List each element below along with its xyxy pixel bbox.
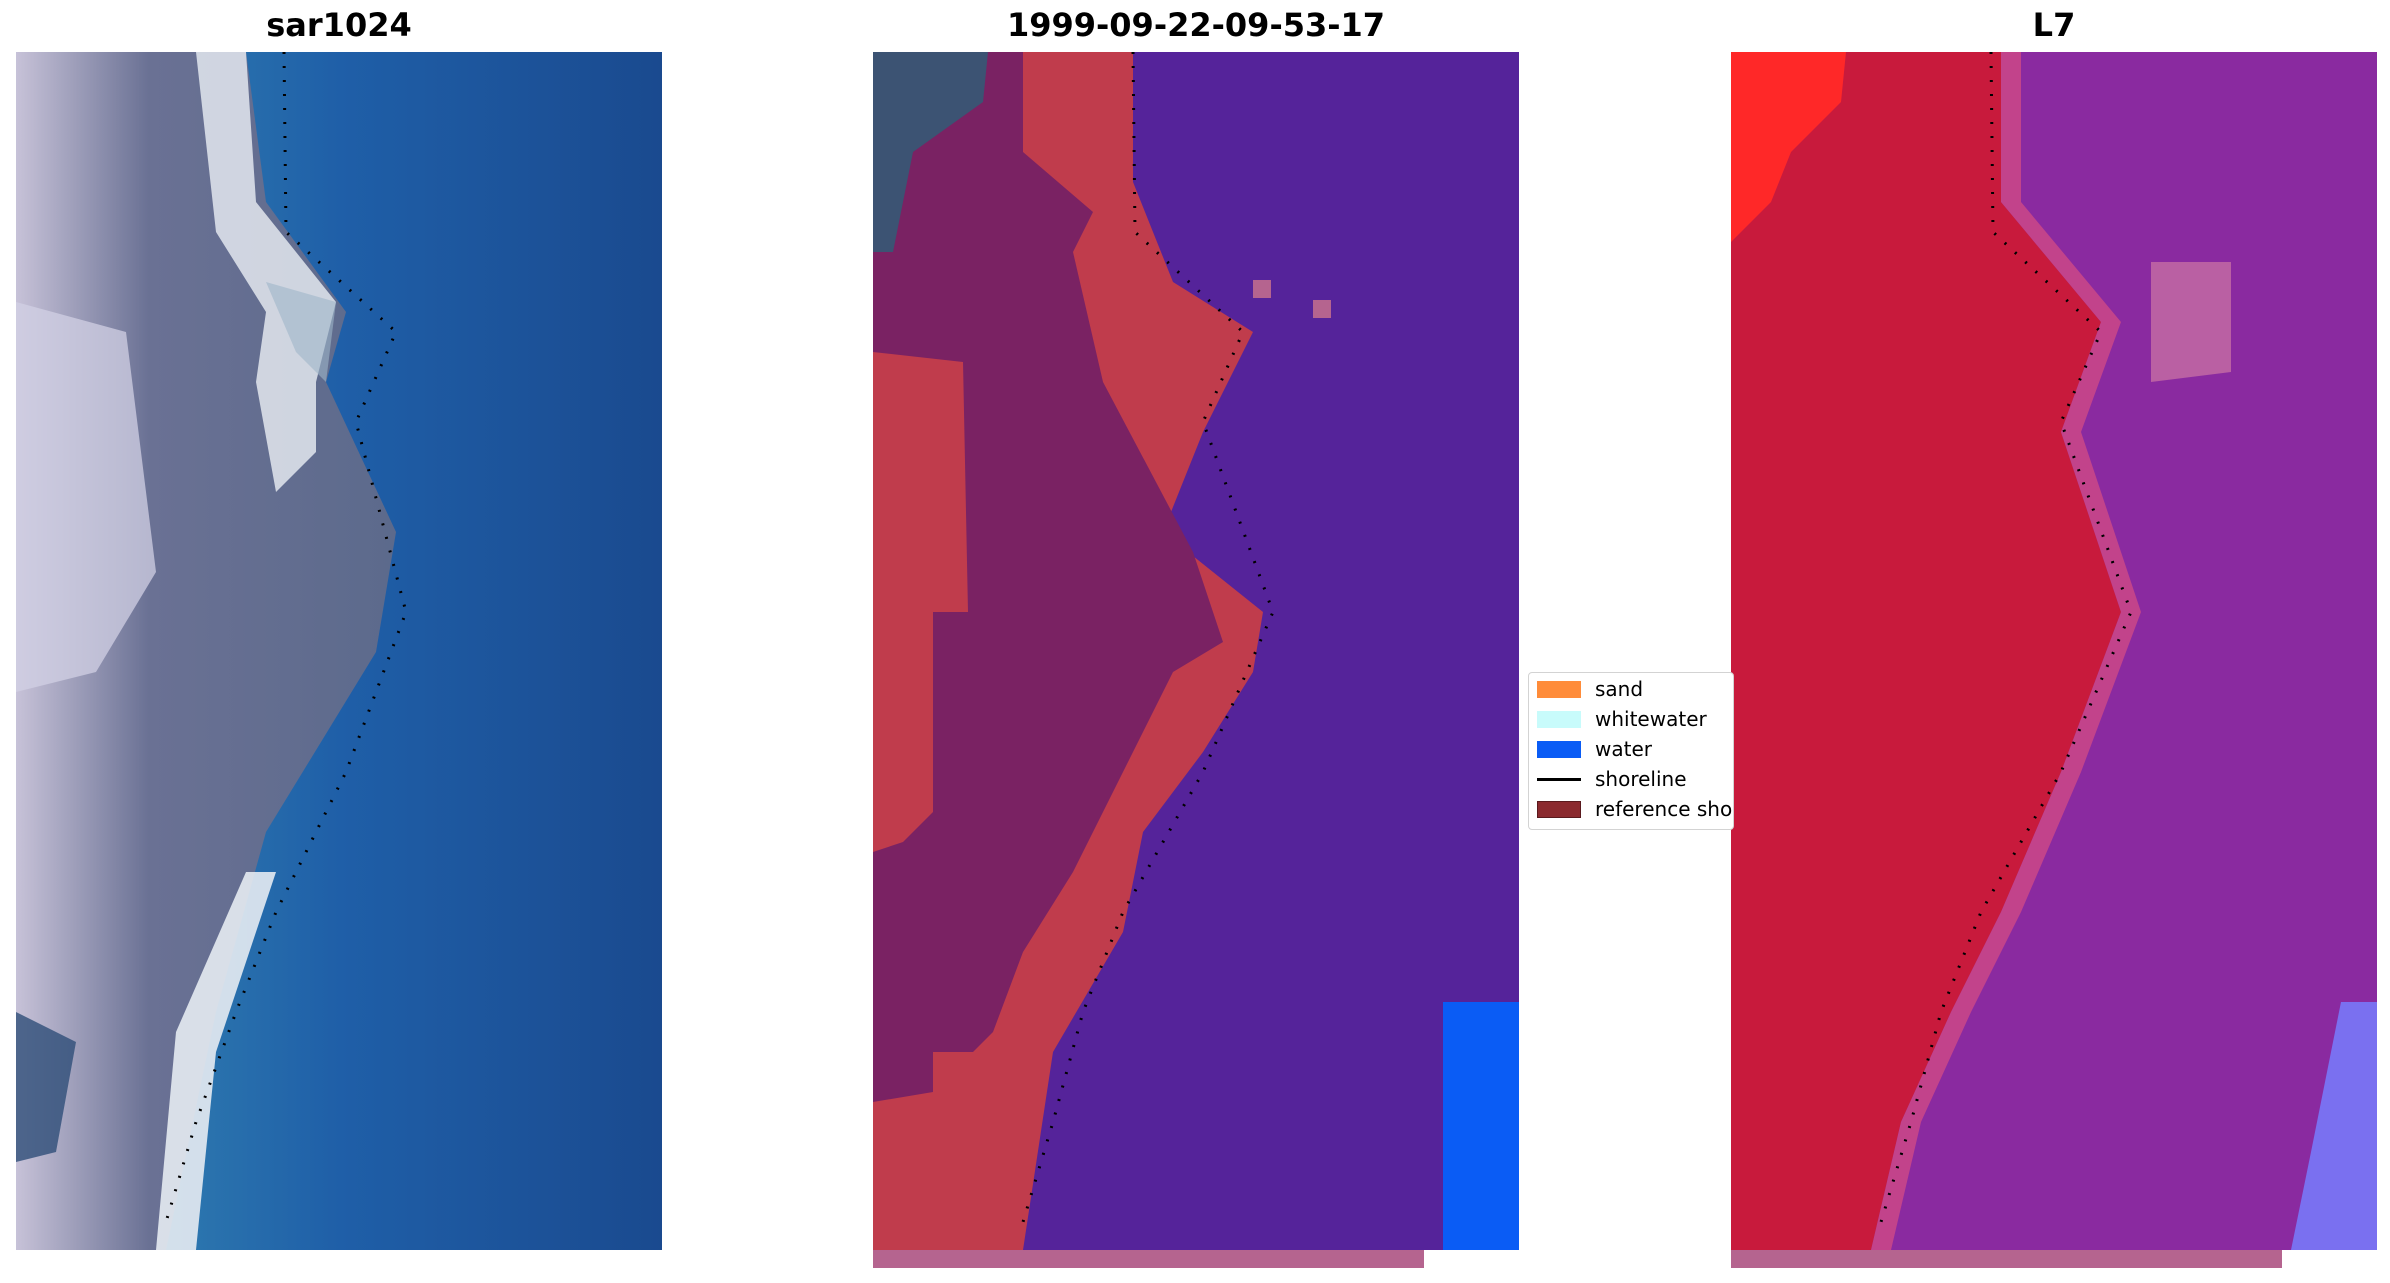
legend-label: whitewater <box>1595 707 1707 731</box>
legend-item-whitewater: whitewater <box>1537 705 1707 733</box>
classified-image <box>873 52 1519 1250</box>
reference-shoreline-swatch <box>1537 800 1581 818</box>
panel-title-classified: 1999-09-22-09-53-17 <box>1006 6 1386 44</box>
mndwi-image <box>1731 52 2377 1250</box>
mndwi-bottom-strip <box>1731 1250 2282 1268</box>
legend-item-sand: sand <box>1537 675 1643 703</box>
legend-item-shoreline: shoreline <box>1537 765 1687 793</box>
legend: sand whitewater water shoreline referenc… <box>1528 672 1734 830</box>
legend-label: sand <box>1595 677 1644 701</box>
rgb-satellite-image <box>16 52 662 1250</box>
legend-item-reference-shoreline: reference shoreline <box>1537 795 1733 823</box>
panel-title-rgb: sar1024 <box>266 6 412 44</box>
panel-title-mndwi: L7 <box>2032 6 2076 44</box>
legend-label: reference shoreline <box>1595 797 1733 821</box>
sand-swatch <box>1537 680 1581 698</box>
shoreline-line-icon <box>1537 777 1581 781</box>
classified-bottom-strip <box>873 1250 1424 1268</box>
whitewater-swatch <box>1537 710 1581 728</box>
legend-item-water: water <box>1537 735 1652 763</box>
legend-label: water <box>1595 737 1652 761</box>
legend-label: shoreline <box>1595 767 1687 791</box>
water-swatch <box>1537 740 1581 758</box>
